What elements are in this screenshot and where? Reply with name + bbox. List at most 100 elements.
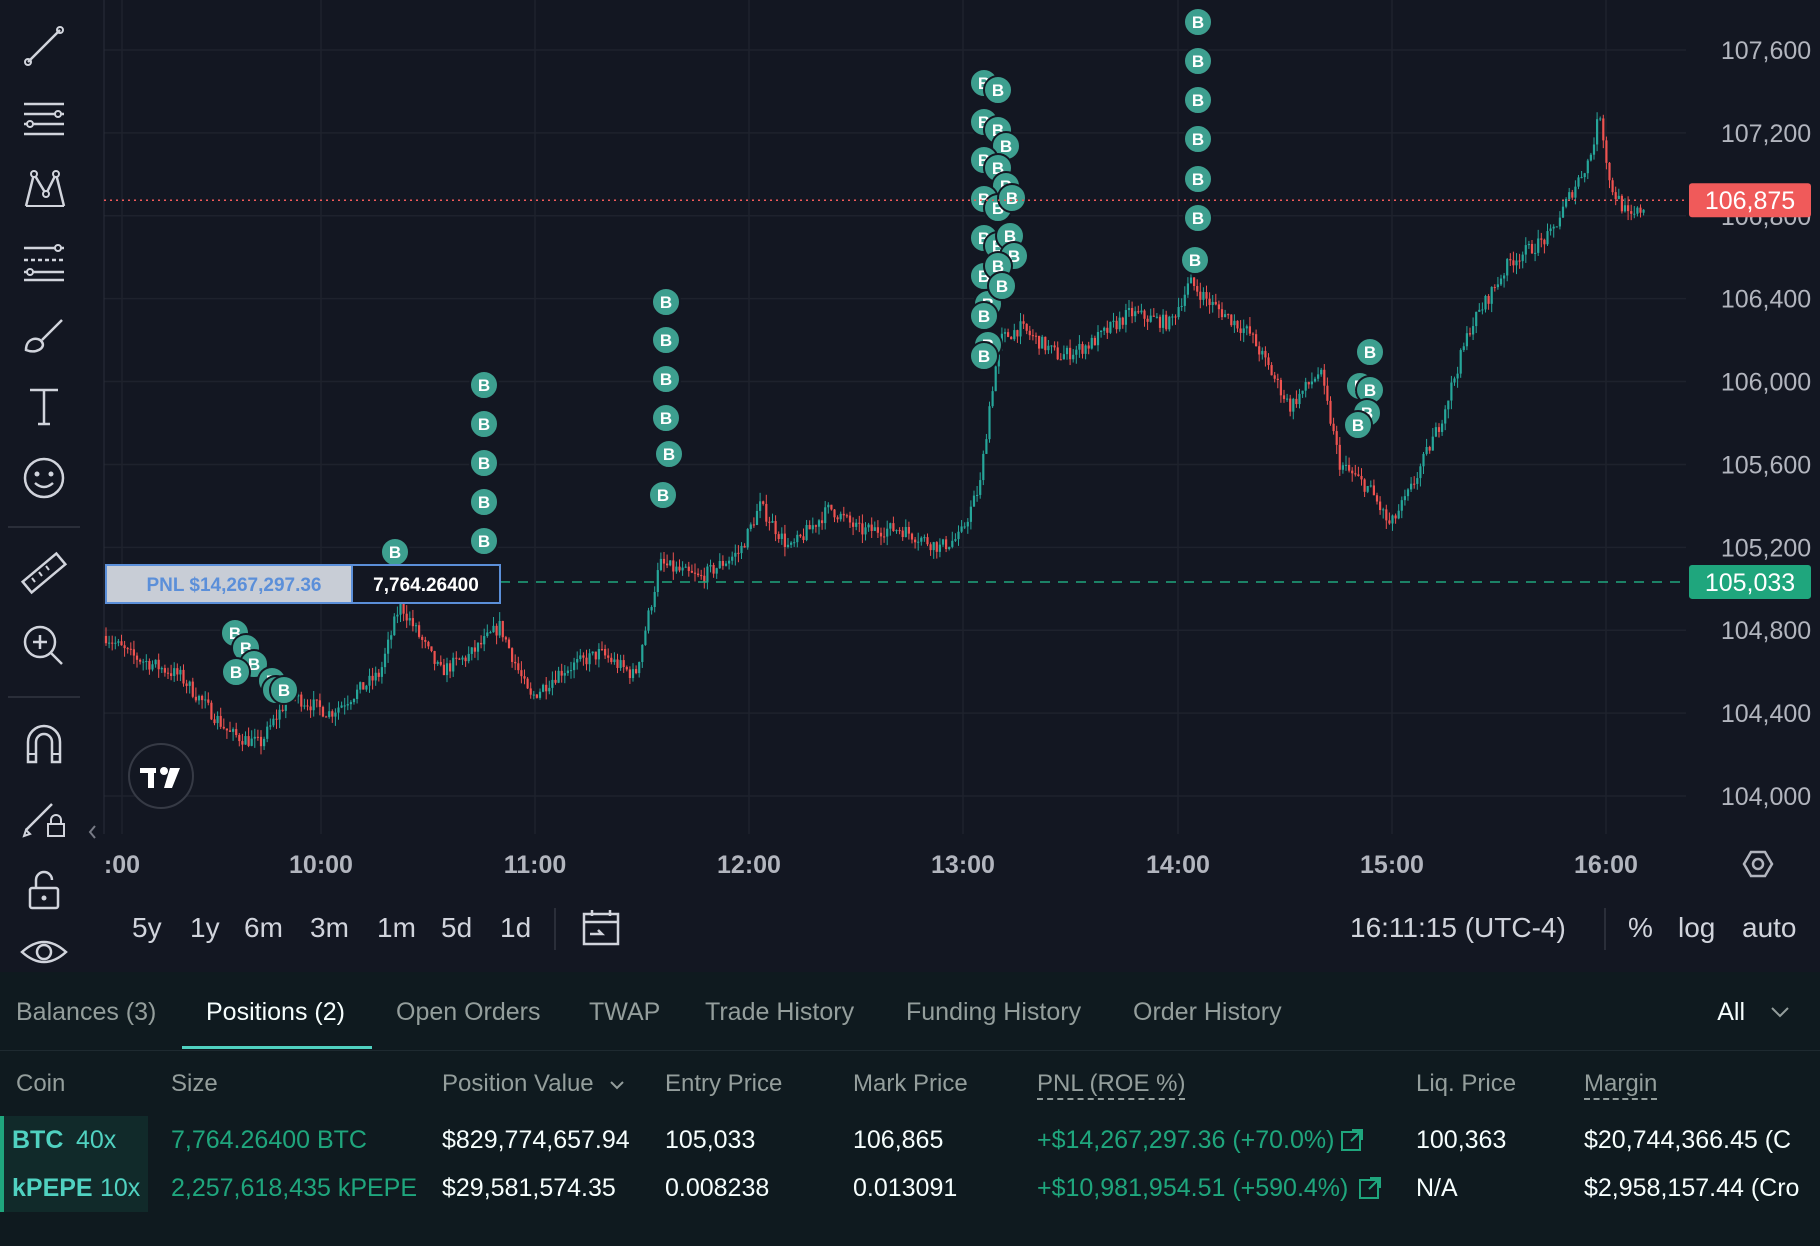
- filter-dropdown[interactable]: All: [1717, 998, 1792, 1027]
- candle-body: [532, 694, 535, 696]
- table-row-kpepe[interactable]: kPEPE 10x 2,257,618,435 kPEPE $29,581,57…: [0, 1164, 1820, 1212]
- candle-body: [932, 542, 935, 551]
- scroll-left-icon[interactable]: [88, 825, 96, 839]
- tab-twap[interactable]: TWAP: [589, 998, 661, 1026]
- buy-marker[interactable]: B: [221, 657, 251, 687]
- range-5d-button[interactable]: 5d: [441, 912, 473, 943]
- pnl-cell: +$10,981,954.51 (+590.4%): [1037, 1174, 1349, 1202]
- header-position-value[interactable]: Position Value: [442, 1070, 626, 1098]
- candle-body: [1072, 354, 1075, 360]
- auto-scale-button[interactable]: auto: [1742, 912, 1797, 943]
- candle-body: [1251, 333, 1255, 335]
- clock-label[interactable]: 16:11:15 (UTC-4): [1350, 912, 1566, 943]
- buy-marker[interactable]: B: [1180, 245, 1210, 275]
- price-axis[interactable]: [1686, 0, 1820, 834]
- buy-marker[interactable]: B: [469, 370, 499, 400]
- candle-body: [684, 566, 687, 568]
- buy-marker[interactable]: B: [648, 480, 678, 510]
- trend-line-icon[interactable]: [14, 16, 74, 76]
- buy-marker[interactable]: B: [469, 526, 499, 556]
- tab-funding-history[interactable]: Funding History: [906, 998, 1082, 1026]
- candle-body: [1543, 239, 1546, 245]
- range-5y-button[interactable]: 5y: [132, 912, 162, 943]
- buy-marker[interactable]: B: [651, 403, 681, 433]
- pattern-icon[interactable]: [14, 160, 74, 220]
- candle-body: [507, 639, 511, 649]
- zoom-in-icon[interactable]: [14, 616, 74, 676]
- tab-balances[interactable]: Balances (3): [16, 998, 157, 1026]
- buy-marker[interactable]: B: [654, 439, 684, 469]
- buy-marker[interactable]: B: [997, 183, 1027, 213]
- candle-body: [582, 655, 585, 658]
- coin-cell[interactable]: kPEPE: [12, 1174, 93, 1202]
- log-scale-button[interactable]: log: [1678, 912, 1716, 943]
- buy-marker[interactable]: B: [1183, 164, 1213, 194]
- buy-marker[interactable]: B: [651, 287, 681, 317]
- buy-marker[interactable]: B: [1183, 46, 1213, 76]
- share-icon[interactable]: [1340, 1128, 1364, 1157]
- magnet-icon[interactable]: [14, 714, 74, 774]
- ruler-icon[interactable]: [14, 544, 74, 604]
- candle-body: [511, 648, 514, 662]
- tradingview-logo[interactable]: [128, 743, 194, 809]
- header-mark-price[interactable]: Mark Price: [853, 1070, 968, 1097]
- candle-body: [281, 709, 284, 711]
- table-row-btc[interactable]: BTC 40x 7,764.26400 BTC $829,774,657.94 …: [0, 1116, 1820, 1164]
- header-size[interactable]: Size: [171, 1070, 218, 1097]
- share-icon[interactable]: [1358, 1176, 1382, 1205]
- header-liq-price[interactable]: Liq. Price: [1416, 1070, 1517, 1097]
- buy-marker[interactable]: B: [651, 325, 681, 355]
- range-1m-button[interactable]: 1m: [377, 912, 416, 943]
- buy-marker[interactable]: B: [1183, 124, 1213, 154]
- buy-marker[interactable]: B: [1343, 410, 1373, 440]
- time-axis[interactable]: [86, 834, 1820, 890]
- gear-icon[interactable]: [1742, 850, 1774, 878]
- buy-marker[interactable]: B: [469, 448, 499, 478]
- emoji-icon[interactable]: [14, 448, 74, 508]
- tab-positions[interactable]: Positions (2): [206, 998, 345, 1026]
- header-coin[interactable]: Coin: [16, 1070, 66, 1097]
- range-6m-button[interactable]: 6m: [244, 912, 283, 943]
- buy-marker[interactable]: B: [1355, 337, 1385, 367]
- header-entry-price[interactable]: Entry Price: [665, 1070, 783, 1097]
- header-pnl[interactable]: PNL (ROE %): [1037, 1070, 1186, 1100]
- candle-body: [1537, 238, 1540, 253]
- tab-order-history[interactable]: Order History: [1133, 998, 1282, 1026]
- range-1y-button[interactable]: 1y: [190, 912, 220, 943]
- buy-marker[interactable]: B: [269, 675, 299, 705]
- goto-date-icon[interactable]: [580, 906, 624, 955]
- eye-icon[interactable]: [14, 922, 74, 982]
- buy-marker[interactable]: B: [1183, 7, 1213, 37]
- percent-scale-button[interactable]: %: [1628, 912, 1653, 943]
- buy-marker[interactable]: B: [469, 409, 499, 439]
- candle-body: [452, 657, 455, 672]
- pnl-label[interactable]: PNL $14,267,297.36 7,764.26400: [105, 564, 501, 604]
- candle-body: [1400, 500, 1403, 511]
- lock-drawing-icon[interactable]: [14, 786, 74, 846]
- brush-icon[interactable]: [14, 304, 74, 364]
- buy-marker[interactable]: B: [969, 301, 999, 331]
- buy-marker[interactable]: B: [969, 341, 999, 371]
- candle-body: [737, 552, 740, 554]
- buy-marker[interactable]: B: [651, 364, 681, 394]
- fib-icon[interactable]: [14, 232, 74, 292]
- buy-marker[interactable]: B: [983, 75, 1013, 105]
- candle-body: [1403, 496, 1406, 501]
- buy-marker[interactable]: B: [1183, 85, 1213, 115]
- range-1d-button[interactable]: 1d: [500, 912, 532, 943]
- lock-icon[interactable]: [14, 860, 74, 920]
- tab-open-orders[interactable]: Open Orders: [396, 998, 541, 1026]
- buy-marker[interactable]: B: [987, 271, 1017, 301]
- text-icon[interactable]: [14, 376, 74, 436]
- buy-marker[interactable]: B: [380, 537, 410, 567]
- horizontal-lines-icon[interactable]: [14, 88, 74, 148]
- tab-trade-history[interactable]: Trade History: [705, 998, 855, 1026]
- buy-marker[interactable]: B: [469, 487, 499, 517]
- header-margin[interactable]: Margin: [1584, 1070, 1658, 1100]
- range-3m-button[interactable]: 3m: [310, 912, 349, 943]
- buy-marker[interactable]: B: [1183, 203, 1213, 233]
- coin-cell[interactable]: BTC: [12, 1126, 64, 1154]
- svg-text:B: B: [996, 277, 1008, 296]
